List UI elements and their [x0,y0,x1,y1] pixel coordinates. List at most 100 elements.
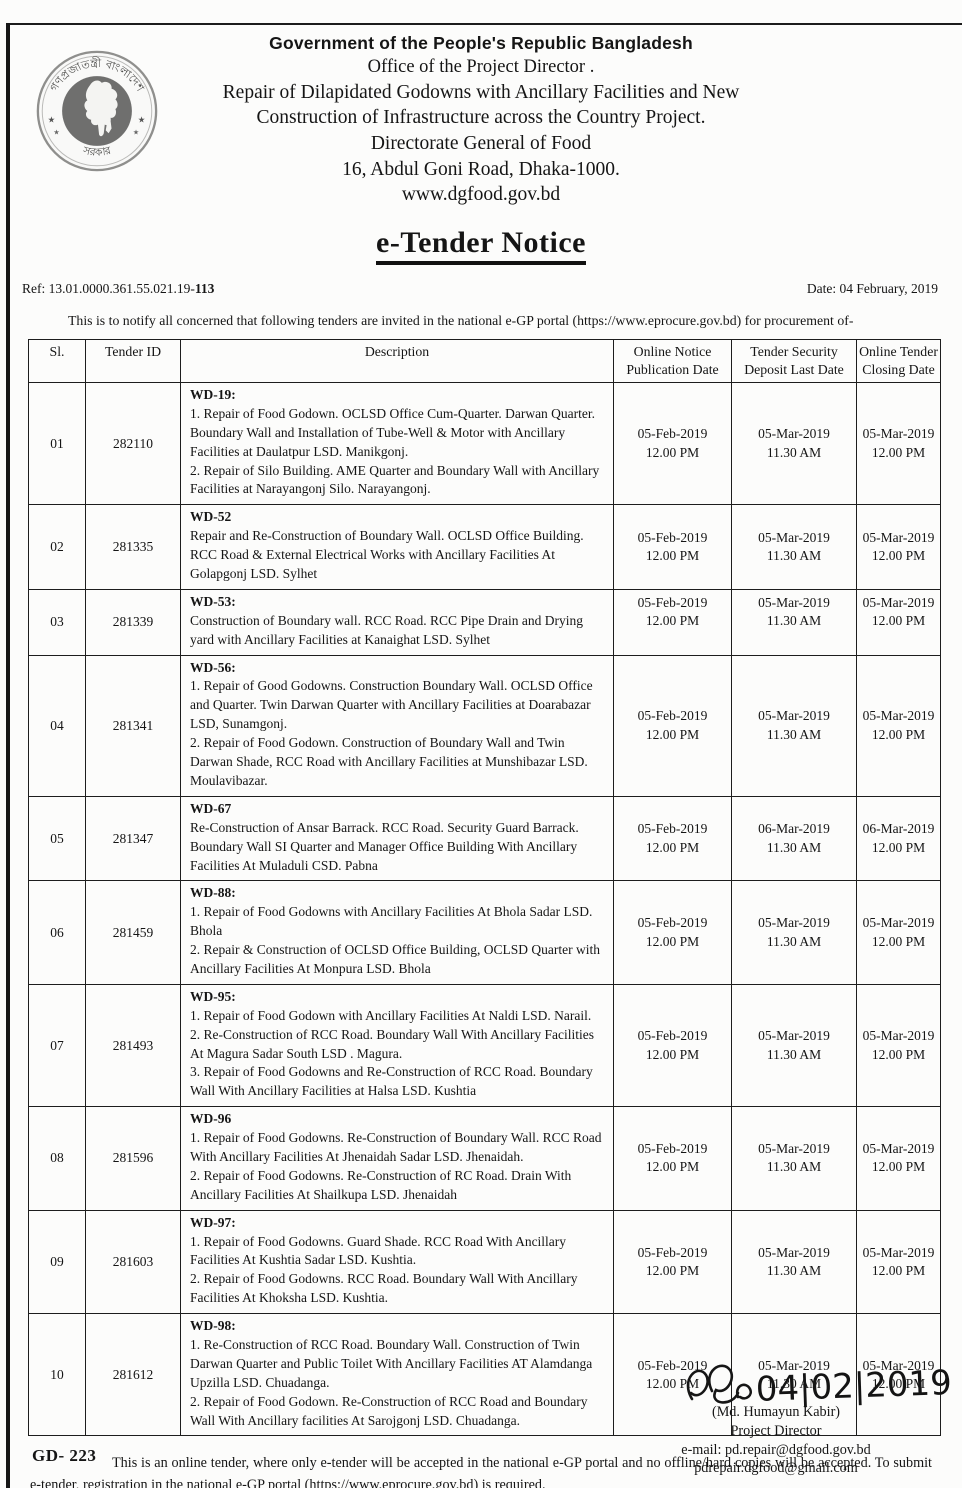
closing-time: 12.00 PM [871,444,926,460]
closing-date-cell: 05-Mar-2019 12.00 PM [856,382,941,506]
description-cell: WD-67 Re-Construction of Ansar Barrack. … [180,795,614,882]
tender-id-cell: 281339 [85,588,181,656]
signatory-email-2: pdrepair.dgfood@gmail.com [694,1460,858,1477]
description-cell: WD-95: 1. Repair of Food Godown with Anc… [180,983,614,1108]
publication-time: 12.00 PM [645,444,700,460]
serial-number-cell: 09 [28,1209,86,1315]
publication-date-cell: 05-Feb-2019 12.00 PM [613,1209,732,1315]
government-seal: গণপ্রজাতন্ত্রী বাংলাদেশ সরকার ★ ★ ★ ★ [34,44,160,178]
work-code: WD-53: [190,593,236,609]
address-line: 16, Abdul Goni Road, Dhaka-1000. [342,158,620,180]
work-code: WD-95: [190,988,236,1004]
scan-top-edge-artifact [8,23,962,25]
directorate-line: Directorate General of Food [370,132,592,154]
column-header-tender-id: Tender ID [85,339,181,384]
table-row: 02 281335 WD-52 Repair and Re-Constructi… [28,504,941,590]
intro-paragraph: This is to notify all concerned that fol… [68,313,854,329]
serial-number-cell: 06 [28,880,86,985]
closing-date-cell: 05-Mar-2019 12.00 PM [856,1313,941,1437]
signature-scribble-icon: 04|02|2019 [686,1363,952,1410]
closing-time: 12.00 PM [871,1262,926,1278]
deposit-date: 05-Mar-2019 [758,594,830,610]
description-line: 1. Repair of Food Godown. OCLSD Office C… [190,405,596,459]
publication-date: 05-Feb-2019 [637,915,708,931]
deposit-time: 11.30 AM [766,839,822,855]
deposit-date-cell: 05-Mar-2019 11.30 AM [731,880,857,985]
deposit-date: 06-Mar-2019 [758,821,830,837]
description-line: Re-Construction of Ansar Barrack. RCC Ro… [190,819,579,873]
signature-block: 04|02|2019 (Md. Humayun Kabir) Project D… [616,1357,952,1478]
seal-star-right-2: ★ [133,128,139,136]
tender-table-body: 01 282110 WD-19: 1. Repair of Food Godow… [28,382,941,1437]
closing-time: 12.00 PM [871,548,926,564]
publication-date-cell: 05-Feb-2019 12.00 PM [613,504,732,590]
closing-date-cell: 05-Mar-2019 12.00 PM [856,1209,941,1315]
tender-id-cell: 281493 [85,983,181,1108]
table-row: 01 282110 WD-19: 1. Repair of Food Godow… [28,382,941,506]
footer-paragraph-1: This is an online tender, where only e-t… [30,1455,932,1488]
closing-time: 12.00 PM [871,1046,926,1062]
closing-date-cell: 05-Mar-2019 12.00 PM [856,983,941,1108]
notes-section: This is an online tender, where only e-t… [30,1452,932,1488]
doc-code: GD- 223 [32,1446,97,1465]
description-line: 2. Repair of Food Godowns. RCC Road. Bou… [190,1271,578,1306]
deposit-date-cell: 05-Mar-2019 11.30 AM [731,1313,857,1437]
deposit-date: 05-Mar-2019 [758,1141,830,1157]
closing-date: 05-Mar-2019 [862,1028,935,1044]
description-line: 2. Re-Construction of RCC Road. Boundary… [190,1026,594,1061]
signatory-designation: Project Director [730,1422,822,1439]
notice-date: Date: 04 February, 2019 [806,281,938,297]
publication-date-cell: 05-Feb-2019 12.00 PM [613,588,732,656]
deposit-time: 11.30 AM [766,1159,822,1175]
work-code: WD-67 [190,800,232,816]
description-cell: WD-19: 1. Repair of Food Godown. OCLSD O… [180,382,614,506]
closing-date-cell: 05-Mar-2019 12.00 PM [856,588,941,656]
publication-date-cell: 05-Feb-2019 12.00 PM [613,795,732,882]
tender-id-cell: 281603 [85,1209,181,1315]
scan-left-edge-artifact [6,23,10,1488]
closing-date: 05-Mar-2019 [862,1141,935,1157]
description-cell: WD-98: 1. Re-Construction of RCC Road. B… [180,1313,614,1437]
deposit-time: 11.30 AM [766,1375,822,1391]
seal-star-left: ★ [48,115,56,125]
ref-number: Ref: 13.01.0000.361.55.021.19-113 [22,281,215,297]
description-cell: WD-52 Repair and Re-Construction of Boun… [180,504,614,590]
tender-id-cell: 281459 [85,880,181,985]
publication-date: 05-Feb-2019 [637,821,708,837]
serial-number-cell: 05 [28,795,86,882]
page-title: e-Tender Notice [376,226,586,266]
deposit-time: 11.30 AM [766,933,822,949]
closing-date: 05-Mar-2019 [862,1244,935,1260]
closing-date-cell: 05-Mar-2019 12.00 PM [856,654,941,797]
closing-time: 12.00 PM [871,933,926,949]
publication-date-cell: 05-Feb-2019 12.00 PM [613,880,732,985]
table-row: 03 281339 WD-53: Construction of Boundar… [28,588,941,656]
publication-date: 05-Feb-2019 [637,529,708,545]
work-code: WD-96 [190,1111,232,1127]
publication-time: 12.00 PM [645,1046,700,1062]
closing-date-cell: 05-Mar-2019 12.00 PM [856,880,941,985]
deposit-date-cell: 05-Mar-2019 11.30 AM [731,654,857,797]
table-row: 09 281603 WD-97: 1. Repair of Food Godow… [28,1209,941,1315]
description-cell: WD-53: Construction of Boundary wall. RC… [180,588,614,656]
description-line: 1. Re-Construction of RCC Road. Boundary… [190,1336,593,1390]
website-line: www.dgfood.gov.bd [401,184,561,206]
deposit-date-cell: 06-Mar-2019 11.30 AM [731,795,857,882]
publication-time: 12.00 PM [645,933,700,949]
closing-date-cell: 05-Mar-2019 12.00 PM [856,1106,941,1211]
description-line: 1. Repair of Food Godowns. Guard Shade. … [190,1233,567,1268]
deposit-time: 11.30 AM [766,1262,822,1278]
work-code: WD-97: [190,1214,236,1230]
deposit-time: 11.30 AM [766,1046,822,1062]
project-name-line-1: Repair of Dilapidated Godowns with Ancil… [222,81,740,103]
publication-date-cell: 05-Feb-2019 12.00 PM [613,983,732,1108]
tender-id-cell: 281596 [85,1106,181,1211]
description-cell: WD-56: 1. Repair of Good Godowns. Constr… [180,654,614,797]
closing-date: 05-Mar-2019 [862,708,935,724]
description-line: 2. Repair & Construction of OCLSD Office… [190,942,600,976]
deposit-date-cell: 05-Mar-2019 11.30 AM [731,504,857,590]
tender-id-cell: 281612 [85,1313,181,1437]
closing-date: 05-Mar-2019 [862,915,935,931]
serial-number-cell: 10 [28,1313,86,1437]
description-cell: WD-88: 1. Repair of Food Godowns with An… [180,880,614,985]
